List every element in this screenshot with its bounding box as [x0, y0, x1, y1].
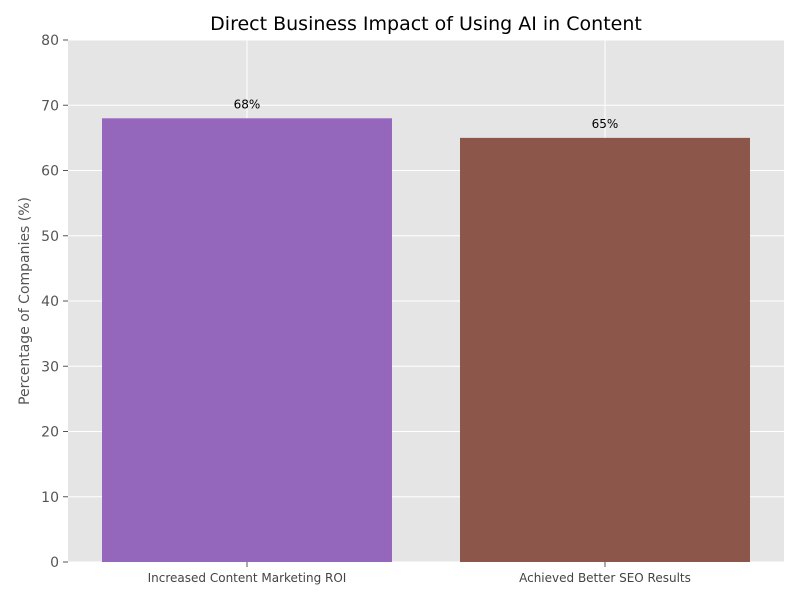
y-tick-label: 70: [41, 98, 59, 114]
data-label: 65%: [592, 117, 619, 131]
bar: [460, 137, 750, 562]
y-tick-label: 50: [41, 229, 59, 245]
x-axis: Increased Content Marketing ROI Achieved …: [148, 562, 691, 585]
y-axis: 0 10 20 30 40 50 60 70 80: [41, 33, 68, 571]
y-tick-label: 0: [50, 555, 59, 571]
chart-title: Direct Business Impact of Using AI in Co…: [210, 13, 642, 35]
x-tick-label: Increased Content Marketing ROI: [148, 571, 347, 585]
data-label: 68%: [234, 97, 261, 111]
y-tick-label: 20: [41, 425, 59, 441]
x-tick-label: Achieved Better SEO Results: [519, 571, 691, 585]
bar: [102, 118, 392, 563]
y-tick-label: 10: [41, 490, 59, 506]
y-tick-label: 60: [41, 164, 59, 180]
y-tick-label: 80: [41, 33, 59, 49]
bars: [102, 118, 750, 563]
y-tick-label: 30: [41, 359, 59, 375]
data-labels: 68% 65%: [234, 97, 619, 131]
y-tick-label: 40: [41, 294, 59, 310]
y-axis-label: Percentage of Companies (%): [17, 197, 33, 405]
